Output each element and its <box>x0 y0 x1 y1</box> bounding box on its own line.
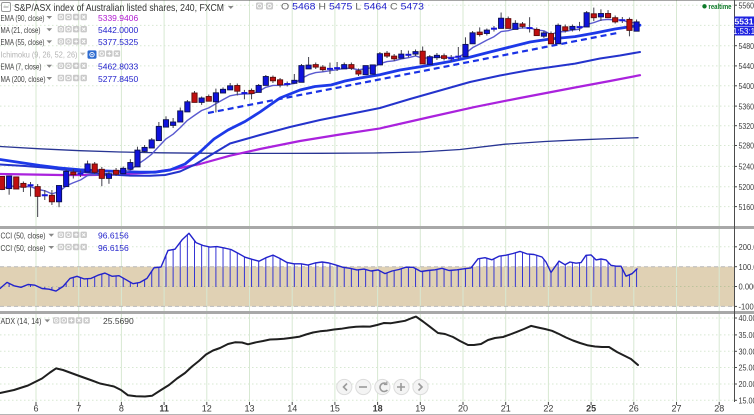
svg-text:5442.0000: 5442.0000 <box>98 25 138 35</box>
svg-text:5277.8450: 5277.8450 <box>98 74 138 84</box>
svg-text:26: 26 <box>629 404 639 414</box>
svg-text:CCI (50, close): CCI (50, close) <box>1 243 46 253</box>
svg-text:EMA (90, close): EMA (90, close) <box>1 13 45 23</box>
svg-text:-100.0: -100.0 <box>739 303 754 312</box>
svg-text:25: 25 <box>586 404 596 414</box>
svg-text:5560: 5560 <box>739 1 754 10</box>
svg-text:20.00: 20.00 <box>739 380 754 389</box>
svg-text:200.0: 200.0 <box>739 243 754 252</box>
svg-text:40.00: 40.00 <box>739 314 754 323</box>
svg-text:12: 12 <box>202 404 212 414</box>
svg-text:5462.8033: 5462.8033 <box>98 62 138 72</box>
svg-text:14: 14 <box>287 404 297 414</box>
svg-text:5440: 5440 <box>739 62 754 71</box>
svg-text:25.00: 25.00 <box>739 364 754 373</box>
svg-text:13: 13 <box>244 404 254 414</box>
svg-text:1:53:1: 1:53:1 <box>733 27 754 36</box>
svg-text:15.00: 15.00 <box>739 397 754 406</box>
svg-text:25.5690: 25.5690 <box>103 316 134 326</box>
svg-text:5480: 5480 <box>739 42 754 51</box>
svg-text:5320: 5320 <box>739 122 754 131</box>
svg-text:EMA (7, close): EMA (7, close) <box>1 62 42 72</box>
svg-text:5360: 5360 <box>739 102 754 111</box>
svg-text:30.00: 30.00 <box>739 348 754 357</box>
svg-text:18: 18 <box>373 404 383 414</box>
svg-text:11: 11 <box>159 404 169 414</box>
svg-text:20: 20 <box>458 404 468 414</box>
svg-text:MA (21, close): MA (21, close) <box>1 25 41 35</box>
svg-text:28: 28 <box>714 404 724 414</box>
svg-text:15: 15 <box>330 404 340 414</box>
svg-text:19: 19 <box>415 404 425 414</box>
svg-text:6: 6 <box>33 404 38 414</box>
svg-text:22: 22 <box>543 404 553 414</box>
svg-text:5400: 5400 <box>739 82 754 91</box>
svg-text:27: 27 <box>671 404 681 414</box>
svg-text:96.6156: 96.6156 <box>98 231 129 241</box>
svg-text:5160: 5160 <box>739 203 754 212</box>
svg-text:Ichimoku (9, 26, 52, 26): Ichimoku (9, 26, 52, 26) <box>1 49 78 59</box>
svg-text:EMA (55, close): EMA (55, close) <box>1 37 45 47</box>
svg-text:realtime: realtime <box>709 2 732 11</box>
svg-text:S&P/ASX index of Australian li: S&P/ASX index of Australian listed share… <box>14 2 224 14</box>
svg-text:ADX (14, 14): ADX (14, 14) <box>1 316 42 326</box>
svg-text:5240: 5240 <box>739 163 754 172</box>
svg-text:21: 21 <box>501 404 511 414</box>
svg-text:5200: 5200 <box>739 183 754 192</box>
svg-text:96.6156: 96.6156 <box>98 243 129 253</box>
svg-text:O 5468 H 5475 L 5464 C 5473: O 5468 H 5475 L 5464 C 5473 <box>281 2 424 12</box>
svg-text:5280: 5280 <box>739 142 754 151</box>
svg-text:100.0: 100.0 <box>739 263 754 272</box>
svg-text:MA (200, close): MA (200, close) <box>1 74 46 84</box>
svg-text:5531: 5531 <box>735 16 754 26</box>
svg-text:0.000: 0.000 <box>739 283 754 292</box>
svg-text:CCI (50, close): CCI (50, close) <box>1 231 46 241</box>
svg-text:35.00: 35.00 <box>739 331 754 340</box>
svg-text:7: 7 <box>76 404 81 414</box>
svg-text:5377.5325: 5377.5325 <box>98 37 138 47</box>
svg-text:8: 8 <box>119 404 124 414</box>
svg-text:5339.9406: 5339.9406 <box>98 13 138 23</box>
